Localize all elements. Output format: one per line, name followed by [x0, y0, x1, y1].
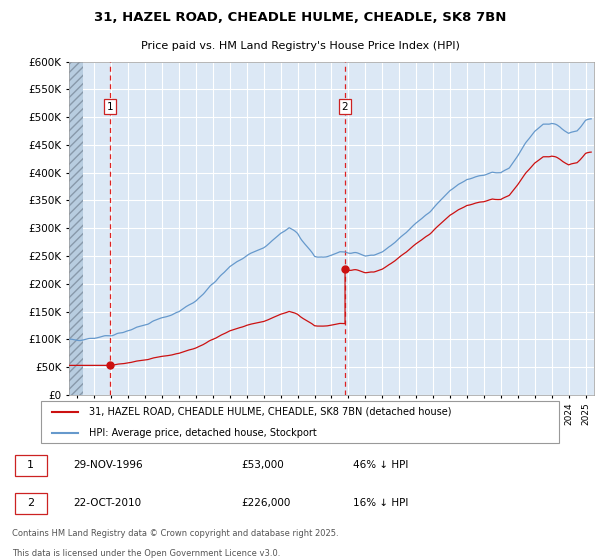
- Bar: [69, 62, 83, 395]
- Text: 16% ↓ HPI: 16% ↓ HPI: [353, 498, 408, 508]
- Text: 22-OCT-2010: 22-OCT-2010: [74, 498, 142, 508]
- Text: Price paid vs. HM Land Registry's House Price Index (HPI): Price paid vs. HM Land Registry's House …: [140, 41, 460, 51]
- Text: £226,000: £226,000: [241, 498, 290, 508]
- Text: 31, HAZEL ROAD, CHEADLE HULME, CHEADLE, SK8 7BN: 31, HAZEL ROAD, CHEADLE HULME, CHEADLE, …: [94, 11, 506, 24]
- Text: 31, HAZEL ROAD, CHEADLE HULME, CHEADLE, SK8 7BN (detached house): 31, HAZEL ROAD, CHEADLE HULME, CHEADLE, …: [89, 407, 451, 417]
- Text: 29-NOV-1996: 29-NOV-1996: [74, 460, 143, 470]
- FancyBboxPatch shape: [41, 401, 559, 444]
- Text: £53,000: £53,000: [241, 460, 284, 470]
- Text: 2: 2: [27, 498, 34, 508]
- Text: HPI: Average price, detached house, Stockport: HPI: Average price, detached house, Stoc…: [89, 428, 317, 438]
- Text: Contains HM Land Registry data © Crown copyright and database right 2025.: Contains HM Land Registry data © Crown c…: [12, 529, 338, 538]
- Text: This data is licensed under the Open Government Licence v3.0.: This data is licensed under the Open Gov…: [12, 549, 280, 558]
- Text: 1: 1: [107, 101, 113, 111]
- FancyBboxPatch shape: [15, 455, 47, 476]
- Text: 2: 2: [342, 101, 349, 111]
- Text: 46% ↓ HPI: 46% ↓ HPI: [353, 460, 408, 470]
- Text: 1: 1: [27, 460, 34, 470]
- FancyBboxPatch shape: [15, 493, 47, 514]
